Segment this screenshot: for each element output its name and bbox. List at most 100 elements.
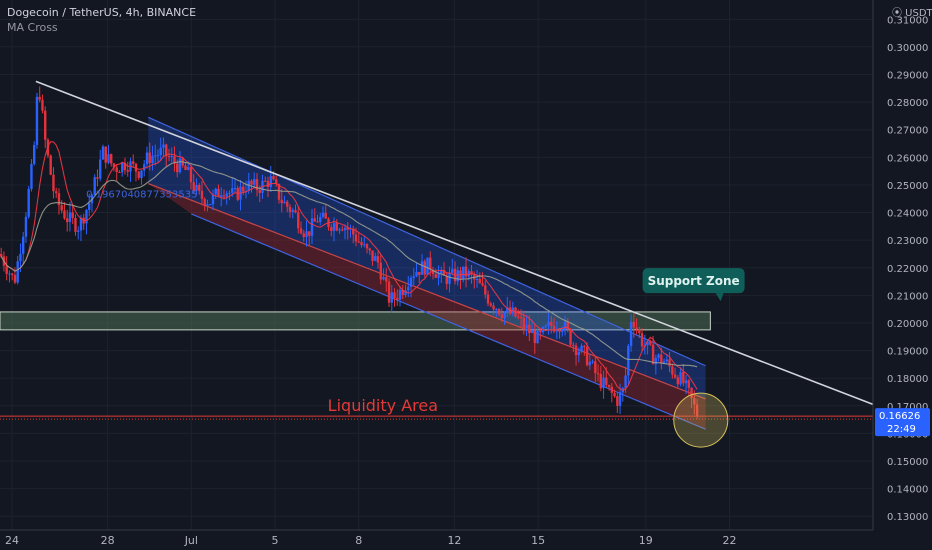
candle-up xyxy=(440,269,443,274)
support-zone-box xyxy=(0,311,711,331)
candle-up xyxy=(462,266,465,279)
candle-down xyxy=(690,387,693,399)
candle-up xyxy=(665,359,669,362)
candle-up xyxy=(588,361,592,366)
candle-down xyxy=(297,212,300,229)
candle-up xyxy=(398,290,402,300)
candle-up xyxy=(214,188,217,195)
price-tick-label: 0.28000 xyxy=(887,98,928,109)
price-tick-label: 0.23000 xyxy=(887,236,928,247)
candle-up xyxy=(591,361,594,363)
candle-up xyxy=(30,163,33,190)
candle-up xyxy=(16,261,19,283)
zones-layer xyxy=(0,311,711,331)
candle-down xyxy=(189,167,193,183)
candle-up xyxy=(684,380,688,384)
candle-up xyxy=(343,227,347,231)
time-axis: 24 28 Jul 5 8 12 15 19 22 xyxy=(0,529,932,550)
channel-lower-fill xyxy=(148,183,706,430)
candle-down xyxy=(693,398,696,405)
candle-down xyxy=(330,227,333,231)
candle-down xyxy=(632,321,636,328)
candle-down xyxy=(71,212,74,218)
candle-up xyxy=(170,156,173,158)
candle-up xyxy=(291,210,294,212)
candle-down xyxy=(676,377,680,385)
candle-down xyxy=(423,261,426,275)
candle-up xyxy=(563,321,567,330)
candle-down xyxy=(60,205,63,211)
candle-down xyxy=(396,298,399,300)
last-price-tag xyxy=(875,408,930,437)
candle-down xyxy=(574,345,578,356)
candle-up xyxy=(35,96,39,145)
candle-up xyxy=(495,309,498,311)
candle-down xyxy=(275,179,278,185)
channel-middle-line xyxy=(148,183,706,400)
symbol-title[interactable]: Dogecoin / TetherUS, 4h, BINANCE xyxy=(7,6,197,19)
candle-up xyxy=(629,321,633,346)
chart-header: Dogecoin / TetherUS, 4h, BINANCE MA Cros… xyxy=(7,5,196,35)
indicator-legend[interactable]: MA Cross xyxy=(7,21,58,34)
candle-down xyxy=(264,180,267,182)
time-tick-label: 15 xyxy=(531,534,545,547)
candle-up xyxy=(536,330,539,344)
candle-up xyxy=(437,273,440,278)
price-tick-label: 0.20000 xyxy=(887,319,928,330)
candle-down xyxy=(368,248,371,251)
currency-label: ⦿ USDT xyxy=(892,7,932,19)
drawings-layer xyxy=(0,80,874,448)
price-tick-label: 0.29000 xyxy=(887,71,928,82)
candle-down xyxy=(442,269,446,276)
candle-down xyxy=(607,384,611,387)
candle-up xyxy=(93,177,96,196)
candle-down xyxy=(418,272,421,275)
candle-down xyxy=(594,361,597,374)
candle-up xyxy=(679,372,682,385)
candle-down xyxy=(550,321,553,326)
candle-down xyxy=(255,179,259,191)
candle-down xyxy=(115,167,118,172)
candle-down xyxy=(552,325,556,332)
candle-up xyxy=(68,212,72,223)
channel-upper-line xyxy=(148,116,706,367)
candle-down xyxy=(118,171,121,173)
candle-up xyxy=(209,204,212,206)
grid xyxy=(0,0,873,530)
candle-down xyxy=(192,182,195,191)
candle-up xyxy=(85,209,88,224)
candle-down xyxy=(492,305,495,310)
candle-up xyxy=(412,276,415,279)
candle-down xyxy=(173,156,176,164)
candle-down xyxy=(585,346,589,366)
liquidity-area-label: Liquidity Area xyxy=(328,396,438,415)
candle-down xyxy=(0,253,3,257)
fib-value-text: 0.1967040877353535 xyxy=(86,189,197,200)
candle-down xyxy=(38,96,41,100)
candle-up xyxy=(382,277,385,280)
candle-up xyxy=(415,272,418,277)
candle-up xyxy=(407,286,410,291)
candle-down xyxy=(385,277,388,282)
candle-up xyxy=(544,325,548,327)
candle-down xyxy=(96,177,99,179)
candle-up xyxy=(233,188,237,190)
candle-down xyxy=(294,210,297,213)
candle-down xyxy=(352,228,355,235)
candle-up xyxy=(247,180,250,191)
candle-up xyxy=(206,204,209,206)
candle-down xyxy=(434,274,437,278)
candle-down xyxy=(203,198,206,206)
candle-up xyxy=(456,270,459,282)
candle-up xyxy=(561,329,564,332)
candle-up xyxy=(22,236,25,254)
candle-down xyxy=(258,190,261,193)
price-tick-label: 0.14000 xyxy=(887,485,928,496)
candle-down xyxy=(500,314,503,319)
candle-up xyxy=(140,170,143,179)
candle-up xyxy=(662,361,666,364)
candle-down xyxy=(148,152,151,164)
candle-up xyxy=(404,290,407,295)
price-axis-bg xyxy=(873,0,932,550)
